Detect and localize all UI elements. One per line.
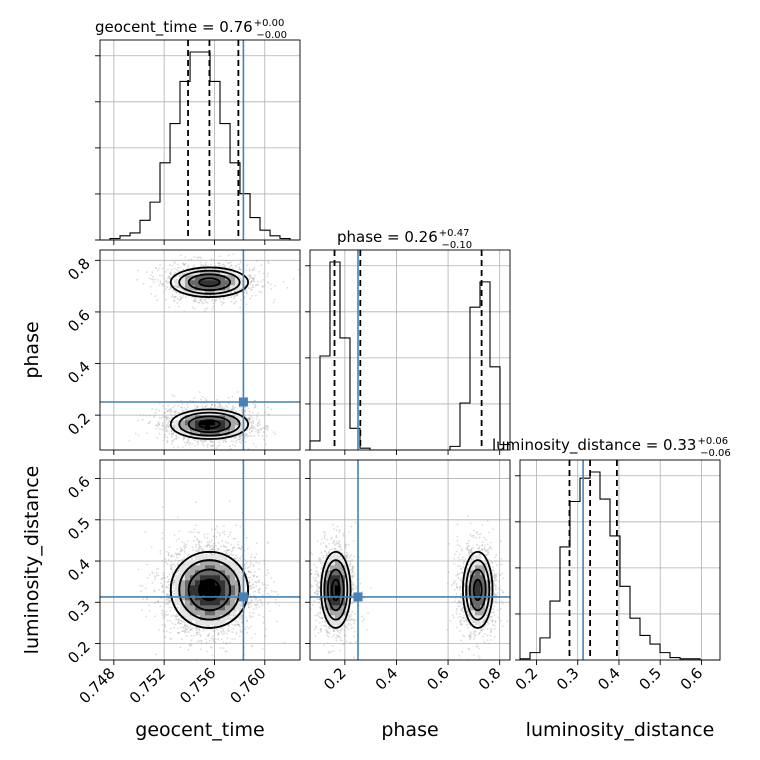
grid <box>100 40 300 240</box>
density-layer <box>310 515 510 660</box>
contour-line <box>187 415 232 434</box>
density-layer <box>137 500 286 660</box>
scatter-panel-phase-vs-luminosity-distance: 0.2 0.4 0.6 0.8 <box>305 459 511 694</box>
panel-frame <box>99 249 301 451</box>
panel-frame <box>99 39 301 241</box>
grid <box>310 250 510 450</box>
histogram-step <box>519 471 720 661</box>
tick-label-x: 0.2 <box>512 664 542 694</box>
grid <box>100 250 300 450</box>
title-geocent-time: geocent_time = 0.76+0.00 −0.00 <box>95 18 287 41</box>
scatter-panel-geocent-time-vs-phase: 0.2 0.4 0.6 0.8 <box>64 249 301 455</box>
tick-label-y: 0.8 <box>64 254 94 284</box>
hist-panel-luminosity-distance: 0.2 0.3 0.4 0.5 0.6 <box>512 459 721 694</box>
contour-line <box>187 273 232 292</box>
tick-label-x: 0.8 <box>475 664 505 694</box>
hist-panel-phase <box>305 249 511 455</box>
tick-label-x: 0.5 <box>635 664 665 694</box>
title-phase: phase = 0.26+0.47 −0.10 <box>337 228 472 251</box>
contour-line <box>178 559 241 621</box>
histogram-step <box>309 261 511 451</box>
tick-label-x: 0.3 <box>553 664 583 694</box>
contours <box>169 550 250 629</box>
contours <box>169 266 250 440</box>
contour-line <box>198 419 221 430</box>
density-shading <box>175 555 246 626</box>
title-luminosity-distance: luminosity_distance = 0.33+0.06 −0.06 <box>492 436 731 459</box>
tick-label-y: 0.2 <box>64 638 94 668</box>
contours <box>320 550 494 629</box>
tick-label-x: 0.6 <box>423 664 453 694</box>
tick-label-x: 0.748 <box>76 664 119 707</box>
contour-line <box>178 269 241 295</box>
contour-line <box>465 559 491 621</box>
xlabel-luminosity-distance: luminosity_distance <box>526 719 715 741</box>
ylabel-luminosity-distance: luminosity_distance <box>21 466 43 655</box>
histogram-step <box>100 51 300 241</box>
contour-line <box>468 568 487 612</box>
tick-label-y: 0.4 <box>64 358 94 388</box>
contour-line <box>326 568 345 612</box>
tick-label-x: 0.2 <box>320 664 350 694</box>
contour-line <box>198 277 221 288</box>
hist-panel-geocent-time <box>95 39 301 245</box>
tick-label-x: 0.6 <box>677 664 707 694</box>
contour-line <box>169 266 250 298</box>
contour-line <box>187 568 232 612</box>
tick-label-y: 0.2 <box>64 409 94 439</box>
truth-marker <box>238 397 248 407</box>
tick-label-y: 0.6 <box>64 473 94 503</box>
panel-frame <box>99 459 301 661</box>
tick-label-y: 0.5 <box>64 514 94 544</box>
tick-label-x: 0.4 <box>594 664 624 694</box>
tick-label-x: 0.760 <box>227 664 270 707</box>
contour-line <box>169 408 250 440</box>
tick-label-y: 0.4 <box>64 555 94 585</box>
contour-line <box>323 559 349 621</box>
scatter-panel-geocent-time-vs-luminosity-distance: 0.748 0.752 0.756 0.760 0.2 0.3 0.4 0.5 0.6 <box>64 459 301 707</box>
tick-label-x: 0.4 <box>372 664 402 694</box>
panel-frame <box>519 459 721 661</box>
tick-label-y: 0.6 <box>64 306 94 336</box>
xlabel-phase: phase <box>381 719 438 741</box>
panel-frame <box>309 249 511 451</box>
density-layer <box>128 253 300 450</box>
ylabel-phase: phase <box>21 321 43 378</box>
contour-line <box>169 550 250 629</box>
tick-label-y: 0.3 <box>64 596 94 626</box>
tick-label-x: 0.756 <box>176 664 219 707</box>
truth-marker <box>238 592 248 602</box>
contour-line <box>472 578 483 602</box>
xlabel-geocent-time: geocent_time <box>135 719 264 741</box>
contour-line <box>320 550 352 629</box>
panel-frame <box>309 459 511 661</box>
contour-line <box>198 578 221 602</box>
tick-label-x: 0.752 <box>126 664 169 707</box>
contour-line <box>462 550 494 629</box>
contour-line <box>330 578 341 602</box>
contour-line <box>178 411 241 437</box>
truth-marker <box>353 592 363 602</box>
